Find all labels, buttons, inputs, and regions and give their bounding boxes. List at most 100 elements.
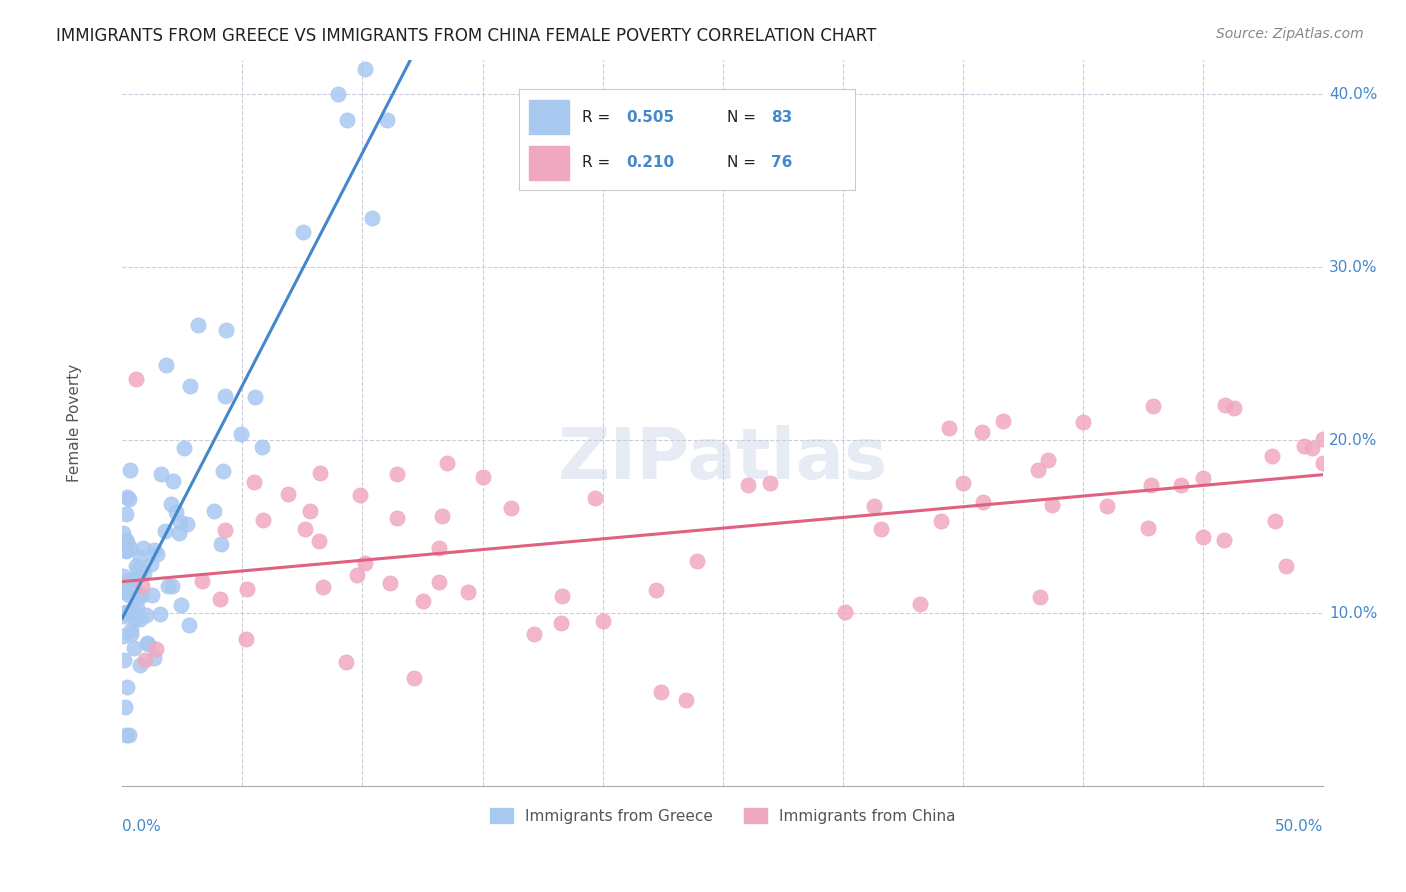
Point	[112, 606, 135, 620]
Point	[1192, 471, 1215, 485]
Point	[114, 507, 136, 521]
Point	[404, 671, 426, 685]
Point	[112, 609, 135, 624]
Text: 50.0%: 50.0%	[1275, 819, 1323, 834]
Point	[335, 655, 357, 669]
Point	[117, 607, 139, 622]
Point	[214, 523, 236, 537]
Text: 30.0%: 30.0%	[1329, 260, 1378, 275]
Point	[128, 657, 150, 672]
Point	[471, 470, 494, 484]
Point	[169, 599, 191, 613]
Point	[550, 615, 572, 630]
Text: 10.0%: 10.0%	[1329, 606, 1378, 621]
Point	[125, 601, 148, 615]
Point	[309, 466, 332, 480]
Point	[114, 544, 136, 558]
Point	[132, 541, 155, 555]
Point	[115, 533, 138, 547]
Text: 40.0%: 40.0%	[1329, 87, 1378, 102]
Point	[863, 499, 886, 513]
Point	[145, 641, 167, 656]
Point	[551, 589, 574, 603]
Point	[134, 566, 156, 581]
Point	[236, 582, 259, 596]
Point	[162, 474, 184, 488]
Point	[169, 526, 191, 541]
Point	[187, 318, 209, 332]
Text: Source: ZipAtlas.com: Source: ZipAtlas.com	[1216, 27, 1364, 41]
Point	[176, 516, 198, 531]
Point	[1028, 590, 1050, 604]
Point	[499, 500, 522, 515]
Point	[155, 358, 177, 372]
Point	[122, 581, 145, 595]
Point	[645, 583, 668, 598]
Point	[277, 487, 299, 501]
Point	[346, 567, 368, 582]
Point	[1071, 415, 1094, 429]
Point	[162, 579, 184, 593]
Point	[385, 467, 408, 482]
Point	[1215, 398, 1237, 412]
Point	[1264, 515, 1286, 529]
Point	[291, 225, 314, 239]
Point	[1312, 456, 1334, 470]
Point	[118, 588, 141, 602]
Point	[135, 608, 157, 623]
Point	[952, 476, 974, 491]
Point	[129, 589, 152, 603]
Point	[169, 515, 191, 529]
Point	[139, 557, 162, 571]
Point	[1170, 477, 1192, 491]
Point	[353, 556, 375, 570]
Point	[380, 575, 402, 590]
Point	[145, 547, 167, 561]
Point	[870, 522, 893, 536]
Point	[427, 574, 450, 589]
Point	[143, 650, 166, 665]
Point	[354, 62, 377, 76]
Point	[298, 504, 321, 518]
Point	[118, 463, 141, 477]
Point	[377, 112, 399, 127]
Point	[650, 685, 672, 699]
Point	[165, 505, 187, 519]
Point	[118, 492, 141, 507]
Point	[972, 495, 994, 509]
Point	[115, 680, 138, 694]
Point	[675, 693, 697, 707]
Point	[112, 525, 135, 540]
Point	[412, 594, 434, 608]
Point	[457, 585, 479, 599]
Point	[155, 524, 177, 538]
Point	[141, 588, 163, 602]
Point	[361, 211, 384, 225]
Point	[1275, 559, 1298, 574]
Point	[1026, 463, 1049, 477]
Point	[118, 574, 141, 588]
Point	[1095, 499, 1118, 513]
Point	[592, 615, 614, 629]
Point	[122, 602, 145, 616]
Point	[243, 390, 266, 404]
Point	[125, 569, 148, 583]
Point	[134, 653, 156, 667]
Point	[583, 491, 606, 505]
Point	[131, 579, 153, 593]
Point	[115, 535, 138, 549]
Point	[202, 504, 225, 518]
Point	[142, 543, 165, 558]
Point	[179, 618, 201, 632]
Point	[931, 514, 953, 528]
Point	[427, 541, 450, 555]
Text: ZIPatlas: ZIPatlas	[558, 425, 887, 494]
Point	[115, 605, 138, 619]
Point	[1212, 533, 1234, 548]
Legend: Immigrants from Greece, Immigrants from China: Immigrants from Greece, Immigrants from …	[484, 802, 962, 830]
Point	[1140, 478, 1163, 492]
Point	[125, 558, 148, 573]
Point	[115, 490, 138, 504]
Point	[120, 624, 142, 638]
Point	[215, 323, 238, 337]
